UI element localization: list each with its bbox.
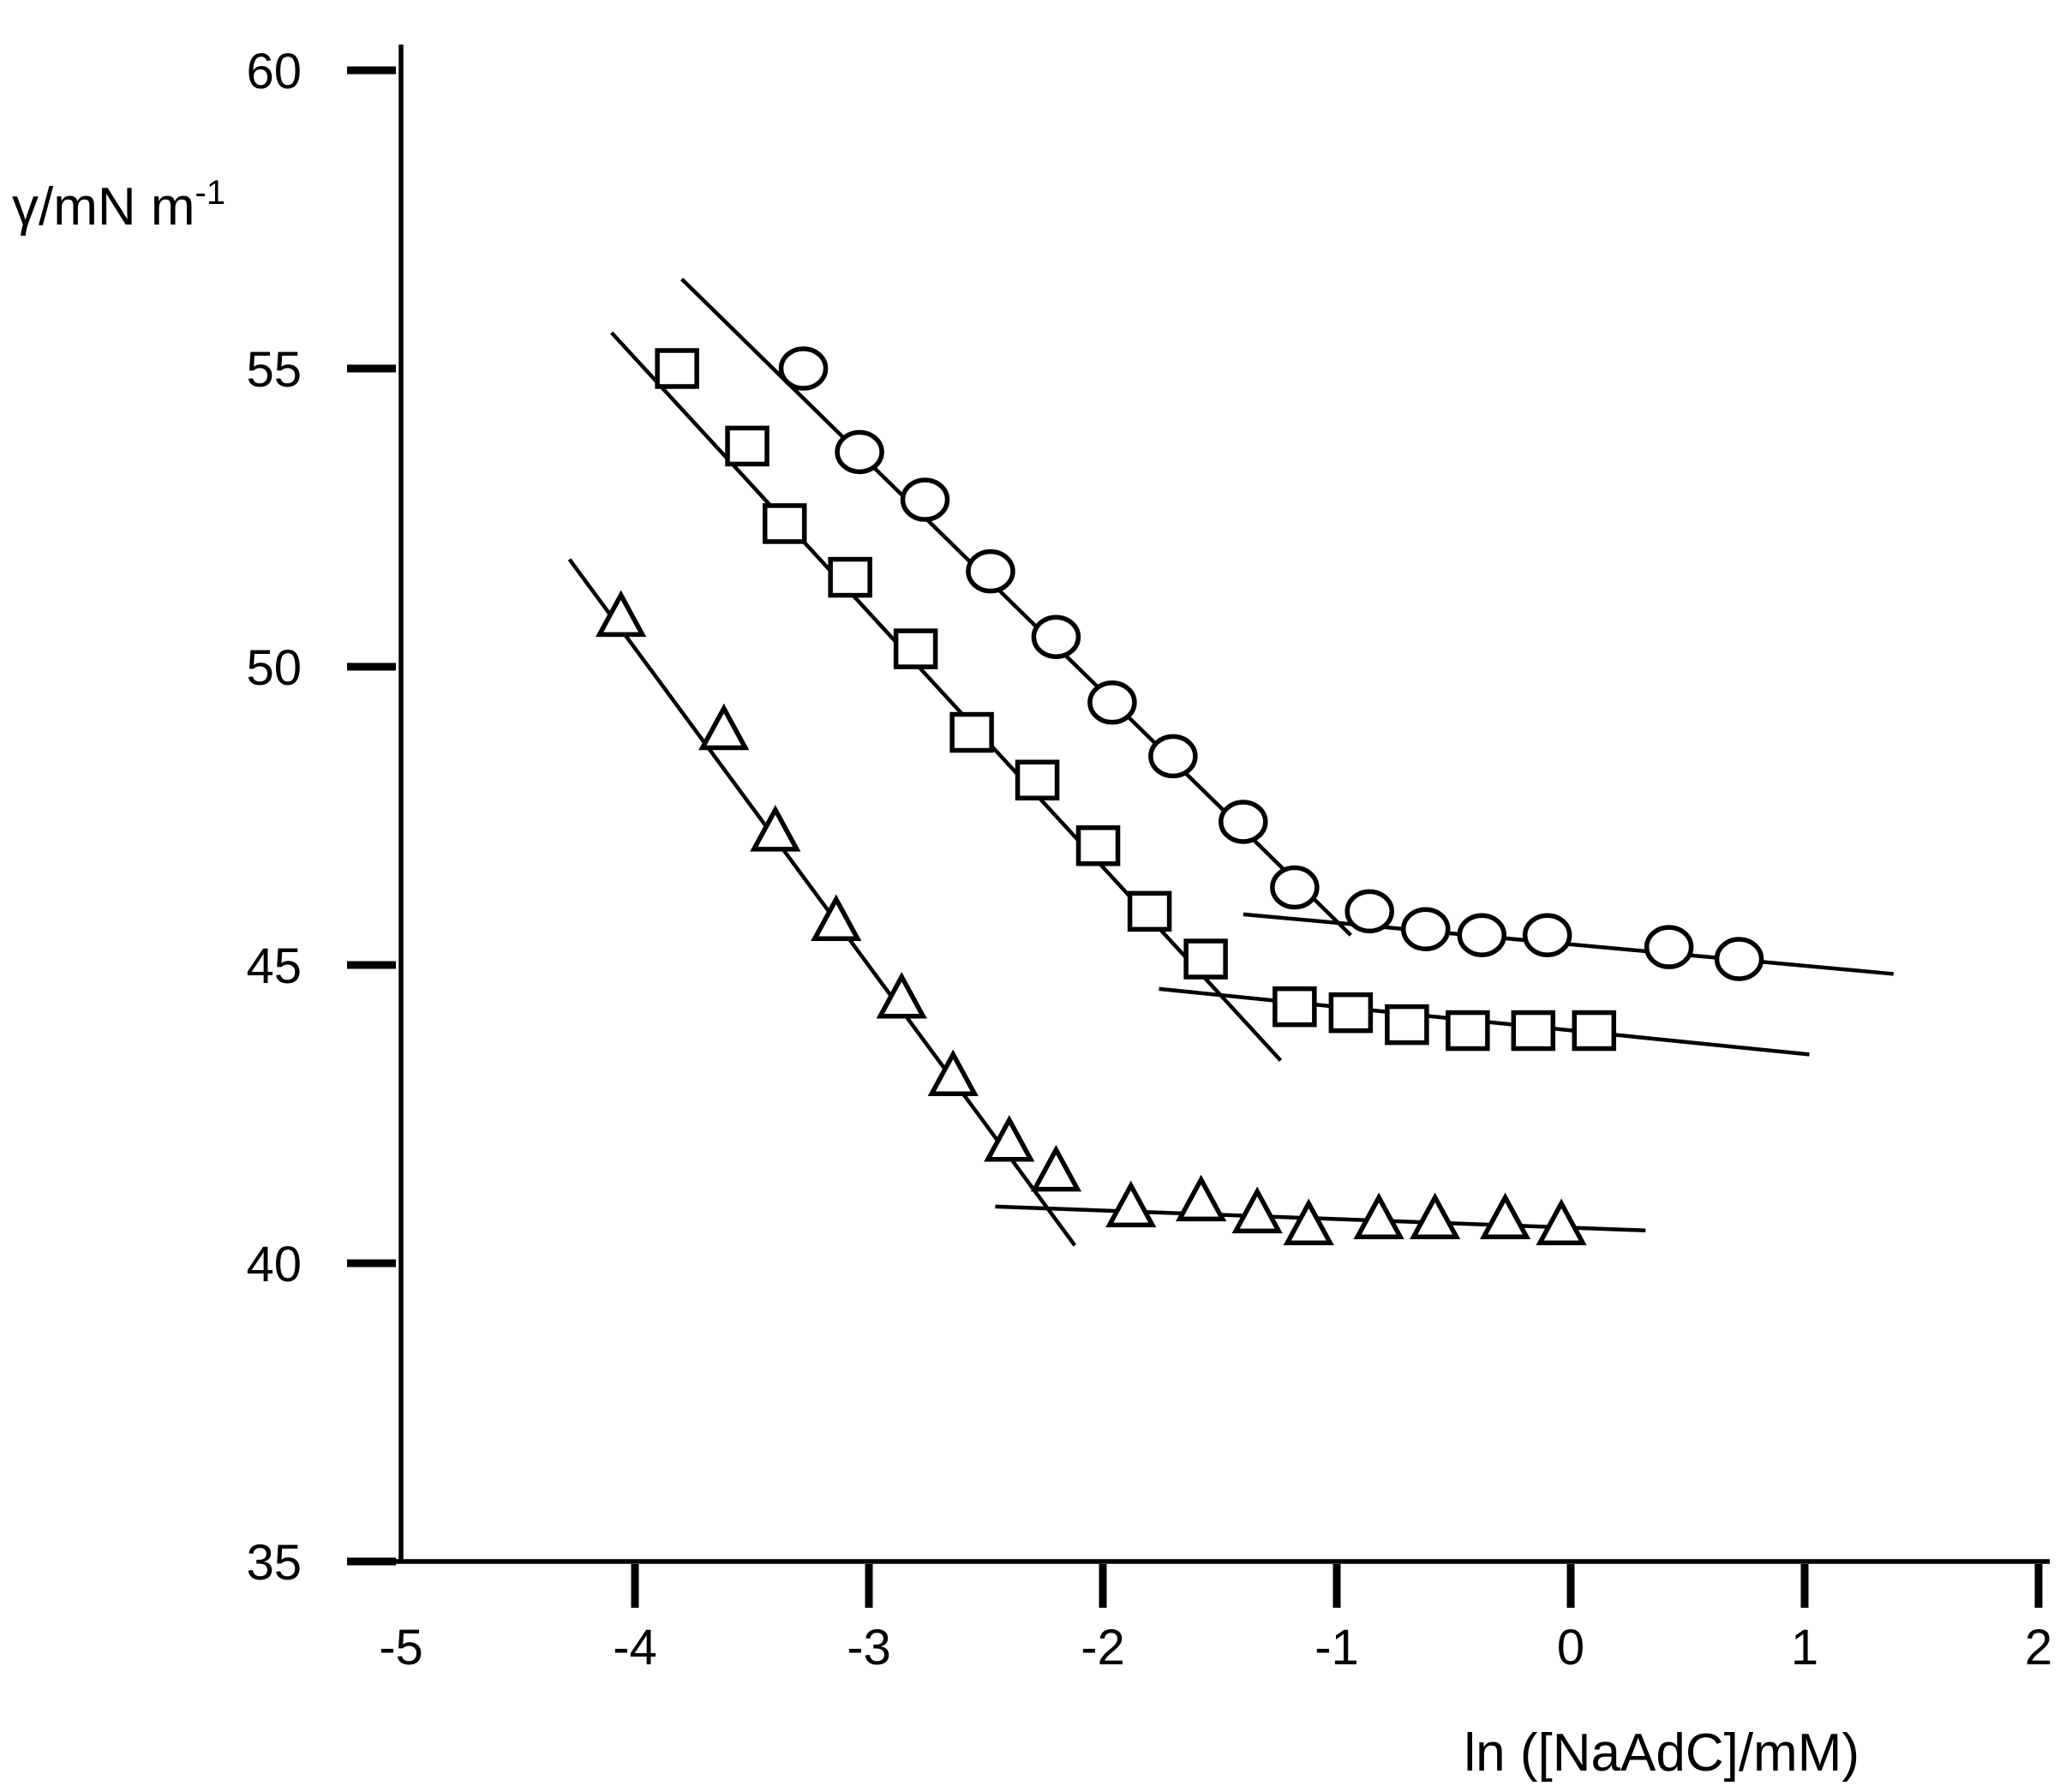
y-tick-label: 50	[246, 640, 302, 696]
circle-point	[1344, 889, 1394, 934]
square-point	[725, 425, 770, 467]
x-tick-label: -1	[1314, 1620, 1359, 1675]
x-tick-label: 0	[1557, 1620, 1584, 1675]
x-ticks: -5 -4 -3 -2 -1 0 1 2	[379, 1564, 2052, 1675]
square-point	[655, 348, 699, 389]
circle-point	[1714, 937, 1764, 981]
square-point	[828, 556, 872, 598]
y-ticks: 35 40 45 50 55 60	[246, 44, 396, 1591]
y-tick-label: 45	[246, 938, 302, 994]
circle-point	[1644, 925, 1694, 969]
square-point	[762, 503, 807, 544]
circle-point	[1270, 865, 1320, 910]
square-point	[1075, 825, 1121, 866]
fit-line	[610, 331, 1283, 1062]
triangle-point	[1283, 1198, 1334, 1245]
circle-point	[1400, 907, 1451, 951]
y-tick-label: 55	[246, 342, 302, 398]
y-axis-title: γ/mN m-1	[12, 174, 225, 237]
square-point	[1328, 992, 1374, 1034]
triangle-point	[984, 1115, 1035, 1162]
triangle-point	[698, 703, 750, 751]
triangle-point	[1105, 1180, 1157, 1228]
square-point	[1572, 1010, 1617, 1052]
x-tick-label: -4	[613, 1620, 657, 1675]
circle-point	[1457, 913, 1507, 957]
fit-line	[567, 558, 1077, 1247]
square-point	[949, 711, 994, 753]
triangle-point	[595, 590, 647, 638]
square-point	[1015, 759, 1060, 800]
triangle-point	[750, 805, 801, 852]
circle-point	[1148, 734, 1198, 779]
triangle-point	[1536, 1198, 1587, 1245]
triangle-point	[1030, 1144, 1082, 1192]
square-point	[1385, 1004, 1429, 1046]
square-point	[893, 628, 938, 669]
triangle-point	[876, 972, 927, 1019]
triangle-point	[811, 894, 862, 942]
square-point	[1183, 938, 1228, 980]
circle-point	[1031, 614, 1081, 659]
circle-point	[835, 429, 884, 475]
y-tick-label: 40	[246, 1237, 302, 1292]
triangle-point	[1231, 1186, 1283, 1234]
square-point	[1127, 890, 1172, 932]
triangle-point	[1353, 1192, 1404, 1240]
circle-point	[778, 346, 829, 391]
x-tick-label: -3	[847, 1620, 891, 1675]
square-point	[1273, 986, 1317, 1028]
circle-point	[966, 548, 1015, 594]
triangle-point	[1176, 1174, 1227, 1222]
x-tick-label: 2	[2025, 1620, 2052, 1675]
x-tick-label: 1	[1791, 1620, 1818, 1675]
circle-point	[1522, 913, 1572, 957]
circle-point	[1087, 680, 1137, 725]
fit-line	[995, 1204, 1646, 1232]
y-tick-label: 35	[246, 1535, 302, 1591]
triangle-point	[927, 1049, 979, 1096]
triangle-point	[1479, 1192, 1531, 1240]
square-point	[1511, 1010, 1556, 1052]
x-tick-label: -2	[1081, 1620, 1125, 1675]
axes	[347, 45, 2050, 1564]
x-axis-title: ln ([NaAdC]/mM)	[1464, 1723, 1859, 1783]
x-tick-label: -5	[379, 1620, 423, 1675]
square-point	[1446, 1010, 1490, 1052]
circle-point	[1219, 800, 1268, 844]
data-markers	[595, 346, 1764, 1245]
triangle-point	[1410, 1192, 1461, 1240]
fit-lines	[567, 277, 1894, 1247]
circle-point	[900, 477, 950, 522]
y-tick-label: 60	[246, 44, 302, 99]
